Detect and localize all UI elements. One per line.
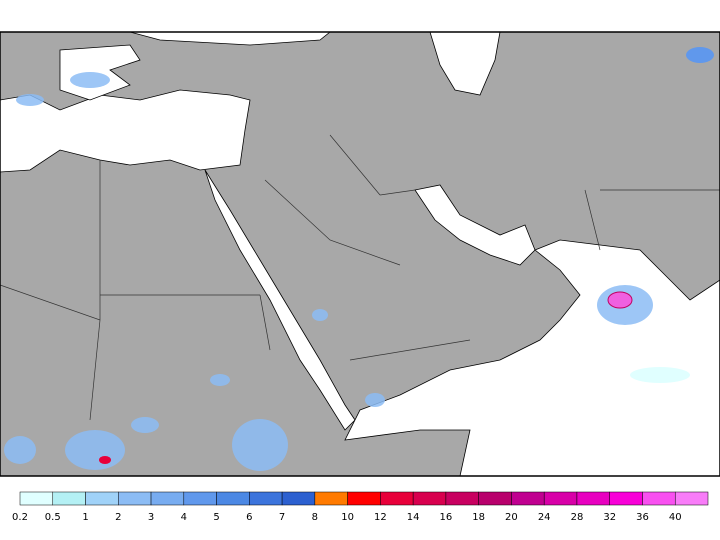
borders bbox=[0, 134, 720, 421]
legend-label: 6 bbox=[246, 512, 252, 523]
legend-swatch bbox=[511, 491, 545, 506]
rain-core bbox=[607, 291, 633, 309]
legend-swatch bbox=[412, 491, 447, 506]
legend-label: 20 bbox=[505, 512, 518, 523]
legend-label: 32 bbox=[603, 512, 616, 523]
map-frame bbox=[0, 31, 720, 477]
legend-label: 10 bbox=[341, 512, 354, 523]
legend-label: 14 bbox=[407, 512, 420, 523]
legend-swatch bbox=[216, 491, 250, 506]
legend-swatch bbox=[642, 491, 676, 506]
legend-label: 2 bbox=[115, 512, 121, 523]
legend-label: 0.5 bbox=[45, 512, 61, 523]
legend-label: 0.2 bbox=[12, 512, 28, 523]
legend-label: 40 bbox=[669, 512, 682, 523]
legend-swatch bbox=[445, 491, 479, 506]
rain-core bbox=[99, 456, 111, 464]
legend-label: 18 bbox=[472, 512, 485, 523]
legend-label: 3 bbox=[148, 512, 154, 523]
rain-area bbox=[365, 393, 385, 407]
rain-area bbox=[4, 436, 36, 464]
legend-swatch bbox=[118, 491, 152, 506]
legend-label: 5 bbox=[213, 512, 219, 523]
legend-label: 16 bbox=[440, 512, 453, 523]
legend-label: 1 bbox=[82, 512, 88, 523]
color-legend: 0.2 0.5 1 2 3 4 5 6 7 8 10 12 14 16 18 20 24 28 32 36 40 bbox=[12, 491, 709, 523]
rain-area bbox=[210, 374, 230, 386]
legend-swatch bbox=[281, 491, 316, 506]
legend-label: 7 bbox=[279, 512, 285, 523]
legend-swatch bbox=[380, 491, 414, 506]
rain-area bbox=[686, 47, 714, 63]
legend-label: 36 bbox=[636, 512, 649, 523]
legend-swatch bbox=[543, 491, 578, 506]
legend-swatch bbox=[19, 491, 54, 506]
rain-area bbox=[65, 430, 125, 470]
legend-swatch bbox=[674, 491, 709, 506]
legend-swatch bbox=[52, 491, 86, 506]
legend-label: 12 bbox=[374, 512, 387, 523]
legend-swatch bbox=[314, 491, 348, 506]
rain-area bbox=[131, 417, 159, 433]
legend-swatch bbox=[576, 491, 610, 506]
legend-swatch bbox=[150, 491, 185, 506]
legend-swatch bbox=[183, 491, 217, 506]
legend-swatch bbox=[85, 491, 119, 506]
legend-swatch bbox=[249, 491, 283, 506]
rain-area bbox=[70, 72, 110, 88]
legend-swatch bbox=[347, 491, 381, 506]
precipitation bbox=[4, 47, 714, 471]
legend-label: 28 bbox=[571, 512, 584, 523]
rain-area bbox=[312, 309, 328, 321]
rain-area bbox=[630, 367, 690, 383]
legend-label: 24 bbox=[538, 512, 551, 523]
rain-area bbox=[232, 419, 288, 471]
legend-label: 8 bbox=[312, 512, 318, 523]
legend-swatch bbox=[609, 491, 643, 506]
legend-label: 4 bbox=[181, 512, 187, 523]
rain-area bbox=[16, 94, 44, 106]
map bbox=[0, 31, 720, 477]
red-sea bbox=[204, 169, 356, 431]
legend-swatch bbox=[478, 491, 512, 506]
